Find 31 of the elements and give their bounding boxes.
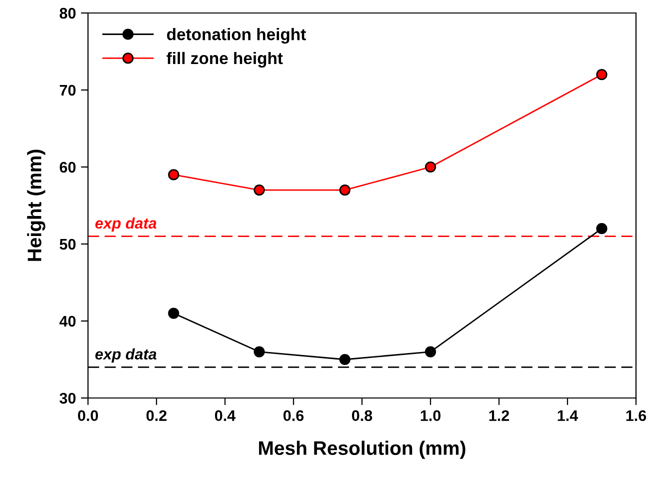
y-tick-label: 40 [59, 316, 76, 327]
x-tick-label: 0.6 [283, 410, 304, 422]
y-axis-title: Height (mm) [27, 150, 46, 261]
y-tick-label: 70 [60, 84, 76, 96]
x-tick-label: 0.4 [214, 410, 236, 422]
x-axis-title: Mesh Resolution (mm) [259, 440, 466, 459]
point [254, 346, 265, 358]
x-tick-label: 1.4 [558, 410, 578, 421]
y-tick-label: 60 [60, 162, 76, 173]
legend-label: fill zone height [166, 52, 283, 68]
y-tick-label: 50 [60, 238, 76, 250]
point [168, 169, 180, 180]
point [168, 308, 180, 319]
point [596, 223, 608, 234]
y-tick-label: 80 [60, 8, 76, 19]
ref-line-label: exp data [95, 348, 156, 363]
x-tick-label: 1.6 [626, 410, 646, 422]
x-tick-label: 1.2 [489, 410, 510, 421]
legend-label: detonation height [167, 28, 306, 44]
ref-line-label: exp data [95, 217, 156, 232]
x-tick-label: 0.2 [146, 410, 167, 422]
x-tick-label: 1.0 [420, 410, 440, 422]
point [339, 354, 350, 366]
x-tick-label: 0.0 [78, 410, 98, 422]
y-tick-label: 30 [60, 392, 76, 404]
x-tick-label: 0.8 [352, 410, 372, 422]
point [596, 69, 608, 80]
point [424, 161, 436, 173]
point [254, 184, 265, 196]
point [339, 184, 350, 196]
point [424, 346, 436, 358]
